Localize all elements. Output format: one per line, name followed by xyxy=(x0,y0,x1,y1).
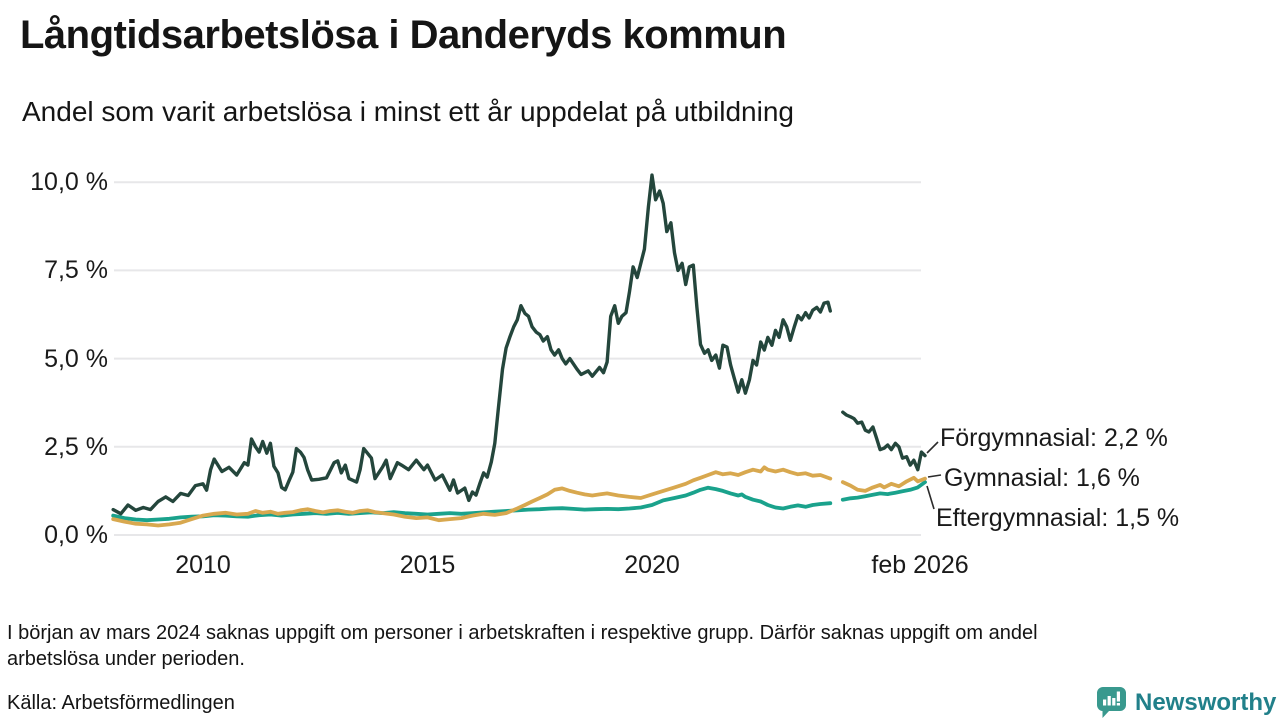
source-label: Källa: Arbetsförmedlingen xyxy=(7,692,235,714)
y-axis-tick-label: 2,5 % xyxy=(44,432,108,461)
series-line-eftergymnasial xyxy=(840,480,927,502)
series-line-gymnasial xyxy=(840,475,927,493)
series-end-label-förgymnasial: Förgymnasial: 2,2 % xyxy=(940,424,1168,452)
series-end-label-eftergymnasial: Eftergymnasial: 1,5 % xyxy=(936,504,1180,532)
label-connector-förgymnasial xyxy=(926,441,939,454)
y-axis-tick-label: 10,0 % xyxy=(30,168,108,197)
series-line-förgymnasial xyxy=(111,173,832,516)
page-subtitle: Andel som varit arbetslösa i minst ett å… xyxy=(22,96,794,127)
series-line-gymnasial xyxy=(111,465,833,528)
newsworthy-wordmark: Newsworthy xyxy=(1135,688,1277,716)
x-axis-tick-label: 2020 xyxy=(624,551,680,579)
footnote-text: I början av mars 2024 saknas uppgift om … xyxy=(7,622,1038,670)
series-end-label-gymnasial: Gymnasial: 1,6 % xyxy=(944,464,1140,492)
series-line-förgymnasial xyxy=(841,410,927,472)
x-axis-tick-label: 2015 xyxy=(399,551,456,579)
y-axis-tick-label: 7,5 % xyxy=(44,256,108,285)
x-axis-tick-label: feb 2026 xyxy=(871,551,969,579)
y-axis-tick-label: 0,0 % xyxy=(44,521,108,549)
x-axis-tick-label: 2010 xyxy=(175,551,231,579)
newsworthy-logo: Newsworthy xyxy=(1096,686,1276,719)
label-connector-eftergymnasial xyxy=(926,485,935,510)
newsworthy-bubble-chart-icon xyxy=(1097,687,1126,718)
page-title: Långtidsarbetslösa i Danderyds kommun xyxy=(20,13,787,57)
y-axis-tick-label: 5,0 % xyxy=(44,344,108,373)
label-connector-gymnasial xyxy=(927,474,942,478)
